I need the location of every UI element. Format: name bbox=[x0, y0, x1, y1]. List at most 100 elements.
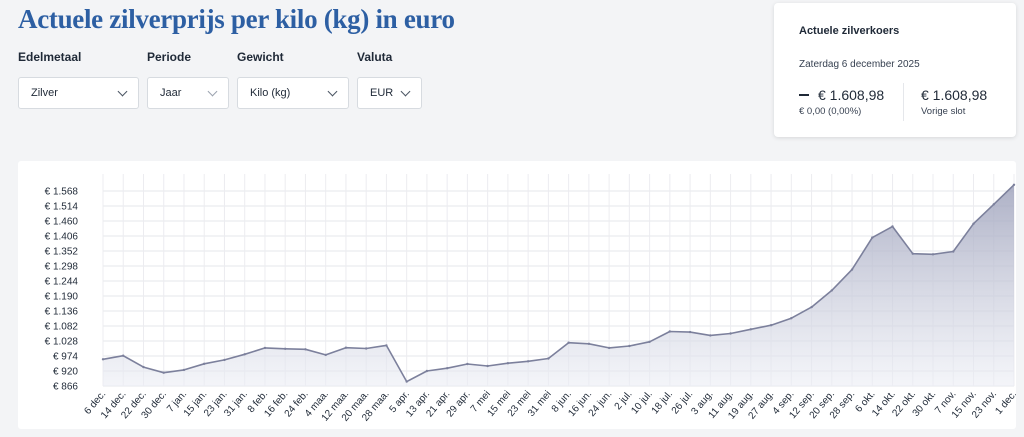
data-point bbox=[304, 348, 307, 351]
data-point bbox=[284, 347, 287, 350]
chevron-down-icon bbox=[117, 86, 128, 96]
y-tick-label: € 1.406 bbox=[45, 231, 79, 242]
data-point bbox=[122, 354, 125, 357]
chevron-down-icon bbox=[327, 86, 338, 96]
data-point bbox=[769, 324, 773, 327]
data-point bbox=[607, 346, 611, 350]
data-point bbox=[729, 332, 732, 335]
y-tick-label: € 1.460 bbox=[45, 216, 79, 227]
data-point bbox=[405, 380, 408, 383]
filter-label-valuta: Valuta bbox=[357, 50, 393, 64]
data-point bbox=[648, 340, 651, 343]
data-point bbox=[526, 360, 530, 363]
data-point bbox=[203, 362, 206, 365]
data-point bbox=[446, 367, 449, 370]
data-point bbox=[142, 365, 145, 369]
data-point bbox=[466, 362, 469, 366]
data-point bbox=[385, 344, 388, 347]
y-tick-label: € 1.244 bbox=[45, 276, 79, 287]
chevron-down-icon bbox=[207, 86, 218, 96]
edelmetaal-select-value: Zilver bbox=[31, 87, 58, 99]
current-price: € 1.608,98 bbox=[799, 87, 884, 103]
quote-title: Actuele zilverkoers bbox=[799, 25, 900, 37]
y-tick-label: € 1.028 bbox=[45, 336, 79, 347]
data-point bbox=[263, 346, 267, 350]
divider bbox=[903, 83, 904, 121]
gewicht-select-value: Kilo (kg) bbox=[250, 87, 291, 99]
y-tick-label: € 1.514 bbox=[45, 201, 79, 212]
chevron-down-icon bbox=[400, 86, 411, 96]
data-point bbox=[547, 357, 550, 360]
data-point bbox=[709, 334, 712, 337]
data-point bbox=[810, 305, 813, 309]
x-tick-label: 18 jul. bbox=[650, 389, 676, 417]
x-tick-label: 1 dec. bbox=[993, 389, 1016, 417]
filter-valuta: Valuta EUR bbox=[357, 50, 422, 109]
previous-price: € 1.608,98 bbox=[921, 87, 988, 103]
filter-gewicht: Gewicht Kilo (kg) bbox=[237, 50, 349, 109]
data-point bbox=[830, 289, 833, 292]
data-point bbox=[162, 371, 165, 374]
valuta-select[interactable]: EUR bbox=[357, 77, 422, 109]
y-tick-label: € 1.136 bbox=[45, 306, 79, 317]
gewicht-select[interactable]: Kilo (kg) bbox=[237, 77, 349, 109]
chart-card: € 866 € 920 € 974 € 1.028 € 1.082 € 1.136 € 1.… bbox=[18, 161, 1016, 429]
data-point bbox=[688, 330, 692, 334]
y-axis: € 866 € 920 € 974 € 1.028 € 1.082 € 1.136 € 1.… bbox=[45, 186, 79, 392]
y-tick-label: € 1.352 bbox=[45, 246, 79, 257]
current-price-value: € 1.608,98 bbox=[818, 87, 885, 103]
data-point bbox=[567, 341, 570, 344]
data-point bbox=[668, 330, 671, 333]
data-point bbox=[101, 358, 105, 361]
data-point bbox=[891, 225, 894, 228]
x-tick-label: 10 jul. bbox=[629, 389, 655, 417]
valuta-select-value: EUR bbox=[370, 87, 394, 99]
previous-price-label: Vorige slot bbox=[921, 106, 966, 117]
filter-label-edelmetaal: Edelmetaal bbox=[18, 50, 82, 64]
filter-edelmetaal: Edelmetaal Zilver bbox=[18, 50, 139, 109]
data-point bbox=[850, 268, 854, 271]
y-tick-label: € 1.298 bbox=[45, 261, 79, 272]
data-point bbox=[790, 317, 793, 320]
quote-card: Actuele zilverkoers Zaterdag 6 december … bbox=[774, 3, 1016, 137]
data-point bbox=[992, 203, 995, 206]
data-point bbox=[243, 353, 246, 356]
filter-label-periode: Periode bbox=[147, 50, 192, 64]
data-point bbox=[628, 344, 631, 348]
chart-area-layer bbox=[101, 183, 1016, 386]
price-change: € 0,00 (0,00%) bbox=[799, 106, 862, 117]
edelmetaal-select[interactable]: Zilver bbox=[18, 77, 139, 109]
periode-select[interactable]: Jaar bbox=[147, 77, 229, 109]
page-title: Actuele zilverprijs per kilo (kg) in eur… bbox=[18, 4, 455, 34]
data-point bbox=[486, 364, 489, 368]
data-point bbox=[365, 347, 368, 350]
y-tick-label: € 1.568 bbox=[45, 186, 79, 197]
filter-label-gewicht: Gewicht bbox=[237, 50, 284, 64]
series-line bbox=[102, 184, 1015, 383]
unchanged-icon bbox=[799, 94, 809, 96]
x-axis: 6 dec.14 dec.22 dec.30 dec.7 jan.15 jan.… bbox=[82, 389, 1016, 424]
data-point bbox=[1012, 183, 1016, 186]
data-point bbox=[931, 253, 935, 256]
series-area bbox=[103, 184, 1014, 386]
data-point bbox=[506, 362, 510, 365]
data-point bbox=[223, 358, 226, 362]
data-point bbox=[952, 250, 955, 253]
data-point bbox=[182, 368, 186, 372]
y-tick-label: € 920 bbox=[53, 366, 78, 377]
data-point bbox=[749, 328, 752, 331]
periode-select-value: Jaar bbox=[160, 87, 182, 99]
y-tick-label: € 1.190 bbox=[45, 291, 79, 302]
y-tick-label: € 974 bbox=[53, 351, 78, 362]
data-point bbox=[425, 369, 429, 373]
quote-date: Zaterdag 6 december 2025 bbox=[799, 59, 920, 70]
data-point bbox=[911, 252, 914, 255]
filter-periode: Periode Jaar bbox=[147, 50, 229, 109]
data-point bbox=[972, 222, 975, 225]
data-point bbox=[324, 353, 327, 357]
y-tick-label: € 866 bbox=[53, 382, 78, 393]
data-point bbox=[587, 342, 591, 345]
data-point bbox=[871, 236, 874, 239]
data-point bbox=[344, 346, 348, 349]
price-chart[interactable]: € 866 € 920 € 974 € 1.028 € 1.082 € 1.136 € 1.… bbox=[18, 161, 1016, 429]
